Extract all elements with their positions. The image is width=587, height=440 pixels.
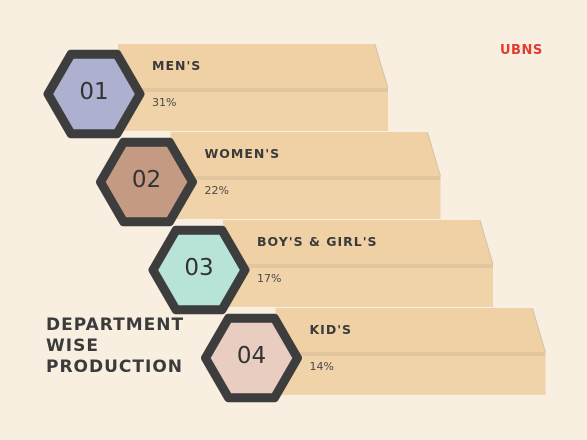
category-value-men-s: 31% — [152, 96, 177, 109]
step-bar-4 — [275, 307, 546, 395]
category-value-kid-s: 14% — [309, 360, 334, 373]
category-label-boy-s-girl-s: BOY'S & GIRL'S — [257, 234, 378, 249]
step-number-3: 03 — [184, 255, 214, 281]
title-line-1: DEPARTMENT — [46, 315, 185, 335]
brand-logo: UBNS — [500, 43, 543, 58]
category-label-women-s: WOMEN'S — [204, 146, 281, 161]
title-line-3: PRODUCTION — [46, 357, 183, 377]
title-line-2: WISE — [46, 336, 99, 356]
hexagon-badge-3 — [148, 225, 250, 315]
step-bar-3 — [223, 219, 494, 307]
step-number-2: 02 — [131, 167, 162, 193]
step-bar-1 — [118, 43, 389, 131]
step-bar-2 — [170, 131, 441, 219]
hexagon-badge-4 — [201, 313, 302, 403]
infographic-title: DEPARTMENT WISE PRODUCTION — [46, 315, 184, 378]
category-value-boy-s-girl-s: 17% — [257, 272, 282, 285]
step-number-4: 04 — [236, 343, 267, 369]
category-label-kid-s: KID'S — [309, 322, 353, 337]
category-value-women-s: 22% — [204, 184, 229, 197]
step-number-1: 01 — [79, 79, 109, 105]
category-label-men-s: MEN'S — [152, 58, 202, 73]
hexagon-badge-1 — [43, 49, 145, 139]
hexagon-badge-2 — [96, 137, 197, 227]
